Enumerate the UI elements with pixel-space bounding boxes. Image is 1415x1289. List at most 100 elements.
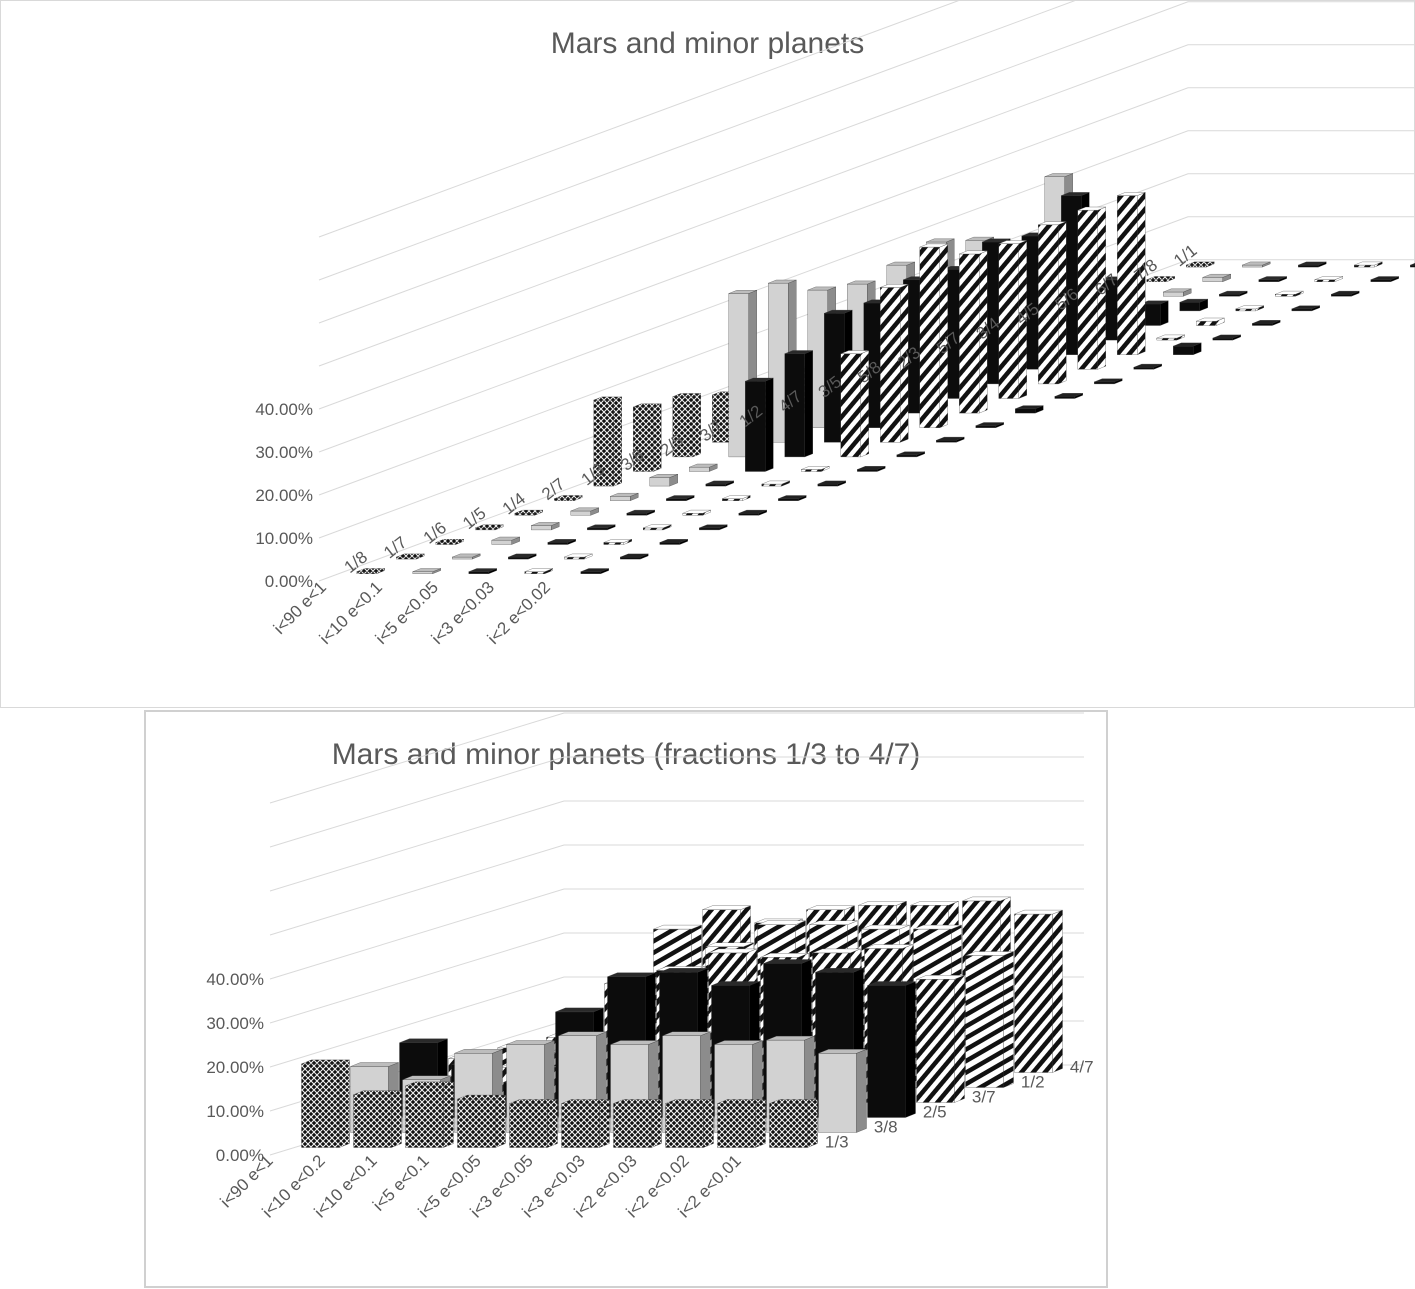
chart-1-row-labels: i<90 e<1i<10 e<0.1i<5 e<0.05i<3 e<0.03i<… xyxy=(270,578,554,648)
bar xyxy=(1242,261,1271,268)
bar xyxy=(1410,263,1415,268)
bar xyxy=(475,524,504,531)
chart-1-plot: 0.00% 10.00% 20.00% 30.00% 40.00% i<90 e<1i<… xyxy=(255,0,1415,648)
bar xyxy=(1077,206,1106,370)
bar xyxy=(998,240,1027,399)
bar xyxy=(1014,909,1063,1073)
bar xyxy=(593,396,622,487)
bar xyxy=(919,243,948,428)
bar xyxy=(570,507,599,516)
y-tick-label: 0.00% xyxy=(216,1146,264,1165)
bar xyxy=(396,553,425,560)
bar xyxy=(769,1099,818,1148)
bar xyxy=(633,403,662,472)
bar xyxy=(880,284,909,443)
bar xyxy=(301,1059,350,1148)
bar xyxy=(699,524,728,531)
bar xyxy=(356,568,385,574)
category-label: 2/5 xyxy=(923,1103,947,1122)
y-tick-label: 10.00% xyxy=(206,1102,264,1121)
y-tick-label: 40.00% xyxy=(255,400,313,419)
bar xyxy=(643,524,672,531)
bar xyxy=(1291,305,1320,312)
bar xyxy=(1370,276,1399,282)
bar xyxy=(1173,342,1202,355)
bar xyxy=(896,451,925,458)
bar xyxy=(965,951,1014,1088)
bar xyxy=(412,568,441,574)
y-tick-label: 30.00% xyxy=(255,443,313,462)
bar xyxy=(509,1099,558,1148)
bar xyxy=(1298,261,1327,268)
bar xyxy=(564,553,593,560)
bar xyxy=(689,463,718,472)
bar xyxy=(745,377,774,472)
bar xyxy=(916,975,965,1103)
bar xyxy=(722,495,751,501)
bar xyxy=(561,1099,610,1148)
bar xyxy=(1354,261,1383,268)
y-tick-label: 20.00% xyxy=(255,486,313,505)
bar xyxy=(682,509,711,516)
bar xyxy=(784,350,813,458)
y-tick-label: 10.00% xyxy=(255,529,313,548)
y-tick-label: 40.00% xyxy=(206,970,264,989)
bar xyxy=(435,539,464,545)
bar xyxy=(531,522,560,531)
bar xyxy=(1094,378,1123,385)
bar xyxy=(1196,317,1225,326)
chart-2-y-axis: 0.00% 10.00% 20.00% 30.00% 40.00% xyxy=(206,970,264,1165)
bar xyxy=(508,553,537,560)
bar xyxy=(620,553,649,560)
y-tick-label: 0.00% xyxy=(265,572,313,591)
category-label: 3/8 xyxy=(874,1118,898,1137)
chart-2-plot: 0.00% 10.00% 20.00% 30.00% 40.00% i<90 e<1i<… xyxy=(206,712,1094,1221)
bar xyxy=(672,393,701,458)
bar xyxy=(778,495,807,501)
chart-panel-2: Mars and minor planets (fractions 1/3 to… xyxy=(144,710,1108,1288)
bar xyxy=(1038,221,1067,385)
bar xyxy=(353,1090,402,1148)
bar xyxy=(405,1081,454,1148)
bar xyxy=(1054,393,1083,399)
bar xyxy=(738,509,767,516)
bar xyxy=(818,1049,867,1133)
chart-1-y-axis: 0.00% 10.00% 20.00% 30.00% 40.00% xyxy=(255,400,313,591)
bar xyxy=(1163,288,1192,297)
bar xyxy=(959,250,988,414)
chart-panel-1: Mars and minor planets 0.00% 10.00% 20.00%… xyxy=(0,0,1415,708)
bar xyxy=(524,568,553,574)
bar xyxy=(867,981,916,1118)
chart-2-row-labels: i<90 e<1i<10 e<0.2i<10 e<0.1i<5 e<0.1i<5… xyxy=(217,1151,745,1221)
bar xyxy=(1252,320,1281,326)
bar xyxy=(452,553,481,560)
bar xyxy=(717,1099,766,1148)
bar xyxy=(468,568,497,574)
bar xyxy=(840,350,869,458)
chart-1-bars xyxy=(356,173,1415,574)
bar xyxy=(1314,276,1343,282)
bar xyxy=(1186,261,1215,268)
category-label: 1/2 xyxy=(1021,1073,1045,1092)
bar xyxy=(457,1094,506,1148)
chart-2-bars xyxy=(301,896,1063,1148)
bar xyxy=(1133,363,1162,370)
bar xyxy=(666,495,695,501)
category-label: 3/7 xyxy=(972,1088,996,1107)
bar xyxy=(1331,290,1360,297)
bar xyxy=(610,492,639,501)
bar xyxy=(580,568,609,574)
y-tick-label: 30.00% xyxy=(206,1014,264,1033)
bar xyxy=(659,539,688,545)
bar xyxy=(491,536,520,545)
bar xyxy=(975,422,1004,428)
bar xyxy=(1156,334,1185,341)
bar xyxy=(626,509,655,516)
category-label: 4/7 xyxy=(1070,1058,1094,1077)
chart-2-category-labels: 1/3 3/8 2/5 3/7 1/2 4/7 xyxy=(825,1058,1094,1152)
bar xyxy=(1015,405,1044,414)
y-tick-label: 20.00% xyxy=(206,1058,264,1077)
bar xyxy=(547,539,576,545)
bar xyxy=(1212,334,1241,341)
bar xyxy=(1275,290,1304,297)
